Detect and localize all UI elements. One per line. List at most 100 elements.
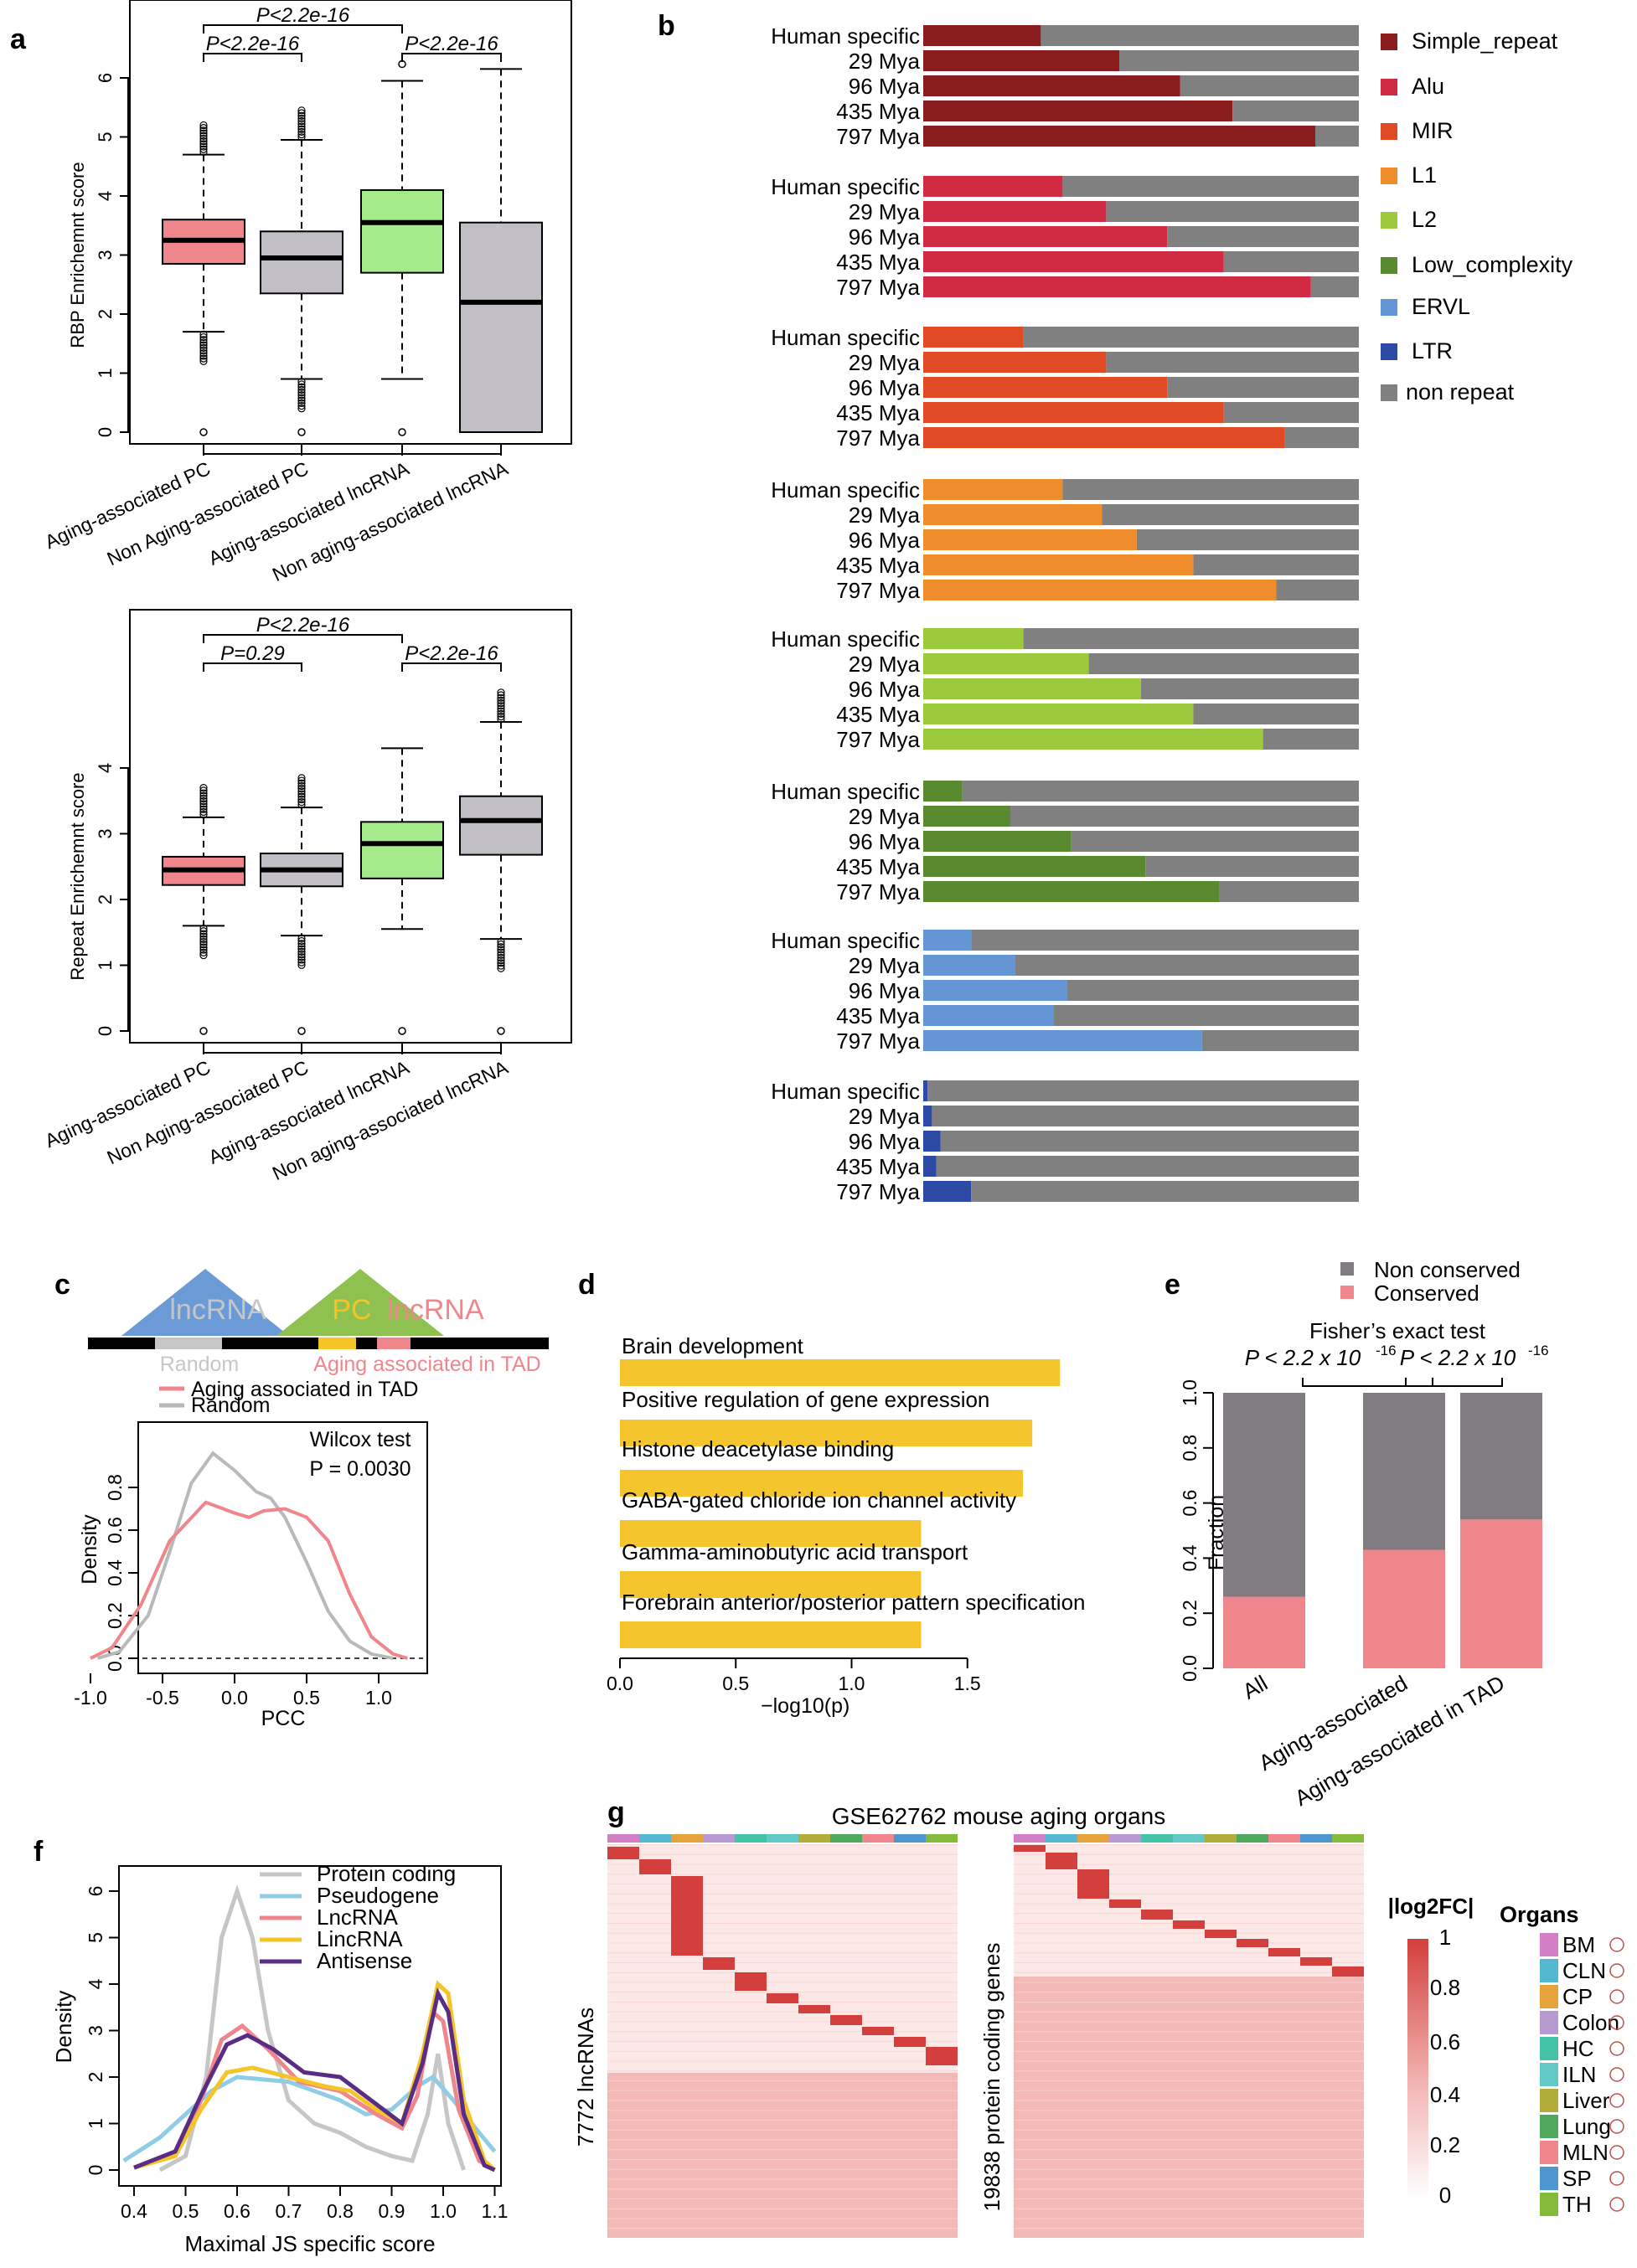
bar-ervl — [923, 1005, 1054, 1026]
box — [360, 821, 444, 879]
outlier — [297, 401, 306, 410]
outlier — [199, 932, 208, 941]
go-bar — [620, 1420, 1033, 1446]
row-label: Human specific — [771, 626, 920, 652]
outlier — [199, 927, 208, 936]
outlier — [497, 946, 505, 954]
x-axis-label: PCC — [261, 1707, 306, 1730]
heatmap-stripe — [607, 2050, 958, 2052]
row-label: 435 Mya — [836, 1154, 920, 1179]
x-tick-label: 1.0 — [365, 1687, 392, 1709]
heatmap-stripe — [607, 1844, 958, 1845]
bar-l2 — [923, 628, 1024, 649]
row-label: Human specific — [771, 325, 920, 350]
organ-label: SP — [1562, 2166, 1592, 2191]
bar-ervl — [923, 980, 1067, 1001]
y-tick-label: 6 — [95, 73, 116, 83]
outlier — [199, 924, 208, 933]
row-label: 435 Mya — [836, 1003, 920, 1028]
outlier — [199, 129, 208, 137]
heatmap-stripe — [1014, 1982, 1364, 1983]
y-tick-label: 2 — [95, 894, 116, 905]
outlier — [297, 133, 306, 142]
pvalue-label-1: P < 2.2 x 10 — [1245, 1345, 1361, 1370]
bar-non-repeat — [1041, 25, 1359, 46]
organ-icon — [1609, 2145, 1624, 2160]
outlier — [199, 332, 208, 342]
row-label: 797 Mya — [836, 578, 920, 603]
color-scale-title: |log2FC| — [1388, 1894, 1474, 1919]
outlier — [297, 936, 306, 946]
organ-strip — [735, 1834, 767, 1843]
series-line — [122, 2074, 497, 2163]
y-tick-label: 0.2 — [1179, 1600, 1201, 1626]
outlier — [199, 937, 208, 946]
organ-icon — [1609, 1963, 1624, 1978]
bar-non-repeat — [1167, 226, 1359, 247]
outlier — [199, 807, 208, 817]
lncrna-gene — [377, 1338, 411, 1349]
outlier — [199, 941, 208, 949]
bar-ltr — [923, 1181, 972, 1202]
outlier — [199, 346, 208, 355]
row-label: 96 Mya — [849, 978, 921, 1003]
heatmap-block — [1077, 1869, 1109, 1899]
bar-low_complexity — [923, 806, 1010, 827]
legend-swatch — [1381, 384, 1397, 401]
bar-non-repeat — [1023, 628, 1359, 649]
pc-gene — [318, 1338, 356, 1349]
series-line — [133, 2008, 496, 2173]
outlier — [297, 961, 306, 969]
y-tick-label: 4 — [85, 1978, 106, 1989]
panel-label-c: c — [54, 1269, 70, 1301]
bar-ltr — [923, 1080, 928, 1101]
organ-icon — [1609, 1937, 1624, 1952]
row-label: 435 Mya — [836, 854, 920, 879]
series-line-aging — [90, 1500, 408, 1660]
bar-non-repeat — [936, 1156, 1359, 1177]
row-label: Human specific — [771, 1079, 920, 1104]
plot-frame — [129, 0, 572, 445]
legend-label: Non conserved — [1374, 1257, 1521, 1282]
heatmap-block — [1109, 1899, 1141, 1908]
outlier — [199, 791, 208, 800]
bar-l2 — [923, 729, 1263, 750]
heatmap-stripe — [1014, 2159, 1364, 2160]
y-tick-label: 0.6 — [1179, 1490, 1201, 1517]
bar-non-repeat — [1219, 881, 1359, 902]
y-tick-label: 3 — [95, 250, 116, 260]
outlier — [297, 950, 306, 959]
outlier — [297, 956, 306, 964]
y-axis-label: Repeat Enrichemnt score — [67, 772, 88, 980]
outlier — [297, 774, 306, 782]
bar-simple_repeat — [923, 50, 1119, 71]
y-tick-label: 3 — [95, 828, 116, 838]
color-scale-tick: 0.8 — [1430, 1975, 1460, 2000]
x-tick-label: 0.0 — [607, 1673, 633, 1694]
bar-non-repeat — [1136, 529, 1359, 550]
go-term-label: Forebrain anterior/posterior pattern spe… — [622, 1590, 1086, 1615]
outlier — [199, 145, 208, 153]
legend-label: ERVL — [1412, 294, 1470, 319]
heatmap-stripe — [607, 2188, 958, 2190]
organ-strip — [767, 1834, 798, 1843]
random-label: Random — [160, 1353, 240, 1376]
heatmap-stripe — [607, 1972, 958, 1973]
outlier — [297, 790, 306, 798]
x-tick-label: 0.6 — [224, 2200, 250, 2222]
bar-non-repeat — [1201, 1030, 1359, 1051]
box — [459, 221, 543, 433]
outlier — [199, 354, 208, 363]
panel-g-heatmap: GSE62762 mouse aging organs 7772 lncRNAs 1… — [573, 1803, 1624, 2238]
heatmap-stripe — [607, 1863, 958, 1865]
bar-ervl — [923, 955, 1015, 976]
go-term-label: Histone deacetylase binding — [622, 1436, 894, 1461]
outlier — [297, 787, 306, 796]
organ-swatch — [1540, 2115, 1558, 2138]
legend-label: Simple_repeat — [1412, 28, 1558, 54]
outlier — [297, 111, 306, 120]
bar-l1 — [923, 504, 1103, 525]
go-bar — [620, 1359, 1061, 1386]
heatmap-block — [798, 2005, 830, 2013]
x-tick-label: 0.0 — [221, 1687, 248, 1709]
